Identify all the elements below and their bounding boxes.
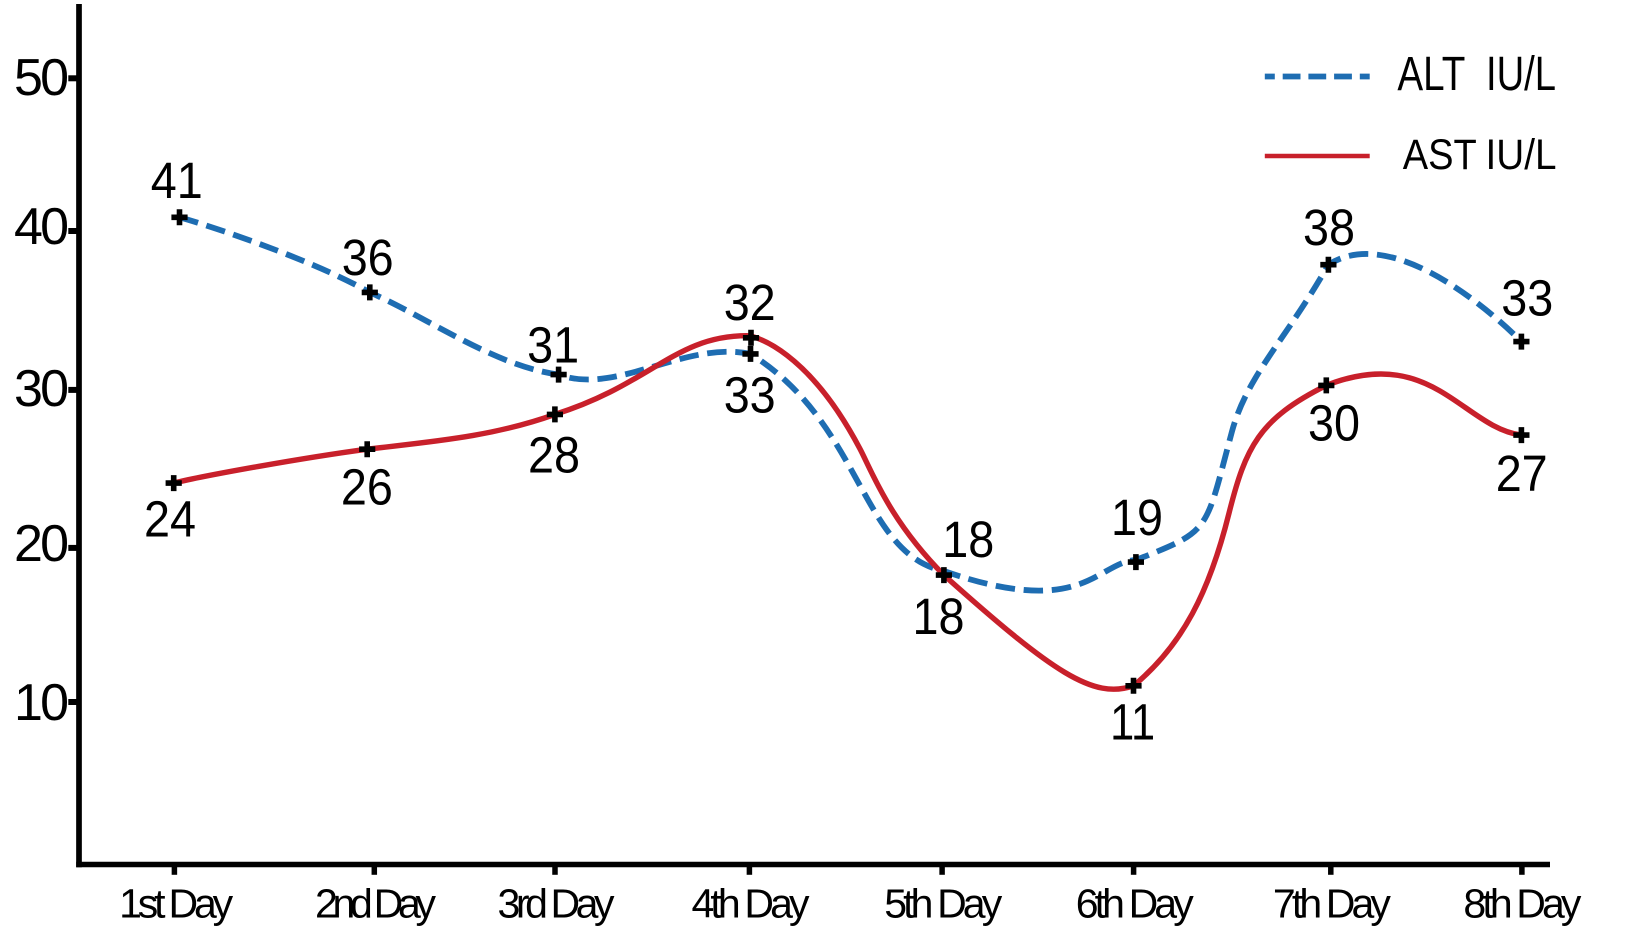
svg-text:4th Day: 4th Day [692,881,811,927]
svg-text:33: 33 [724,366,776,423]
svg-text:32: 32 [724,274,776,331]
svg-text:24: 24 [144,491,196,548]
svg-text:5th Day: 5th Day [884,881,1002,927]
svg-text:36: 36 [342,229,394,286]
svg-text:38: 38 [1303,199,1355,256]
svg-text:IU/L: IU/L [1486,131,1557,179]
svg-text:28: 28 [528,427,580,484]
svg-text:50: 50 [14,49,69,107]
svg-text:30: 30 [1308,395,1360,452]
svg-text:8th Day: 8th Day [1463,881,1582,927]
svg-text:41: 41 [151,152,203,209]
svg-text:19: 19 [1111,489,1163,546]
svg-text:11: 11 [1110,693,1155,750]
svg-text:1st Day: 1st Day [119,881,234,927]
svg-text:IU/L: IU/L [1486,48,1556,101]
svg-text:18: 18 [942,511,994,568]
svg-text:7th Day: 7th Day [1273,881,1392,927]
svg-text:6th Day: 6th Day [1076,881,1195,927]
svg-text:26: 26 [341,458,393,515]
svg-text:AST: AST [1403,131,1477,179]
svg-text:10: 10 [14,674,69,732]
svg-text:33: 33 [1501,270,1553,327]
svg-text:31: 31 [527,316,579,373]
svg-text:3rd Day: 3rd Day [498,881,616,927]
svg-text:40: 40 [14,198,69,256]
svg-text:30: 30 [14,360,69,418]
svg-text:2nd Day: 2nd Day [315,881,437,927]
svg-text:ALT: ALT [1397,48,1465,101]
svg-text:27: 27 [1496,445,1548,502]
svg-text:20: 20 [14,515,69,573]
svg-text:18: 18 [913,588,965,645]
